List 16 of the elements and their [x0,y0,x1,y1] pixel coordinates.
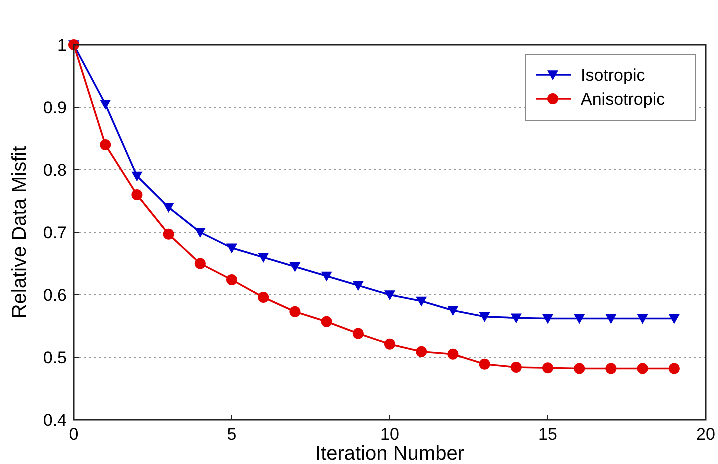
y-tick-label: 1 [58,36,67,55]
y-tick-label: 0.8 [43,161,67,180]
y-tick-label: 0.9 [43,98,67,118]
y-tick-label: 0.5 [43,348,67,368]
y-axis-title: Relative Data Misfit [9,146,31,319]
x-tick-label: 10 [380,425,400,444]
y-tick-label: 0.4 [43,411,67,430]
legend-label: Anisotropic [581,90,666,109]
x-tick-label: 0 [69,425,79,444]
x-tick-label: 20 [696,425,716,444]
legend-label: Isotropic [581,66,646,85]
y-tick-label: 0.7 [43,224,67,242]
x-axis-title: Iteration Number [316,443,465,464]
x-tick-label: 15 [538,425,558,444]
x-tick-label: 5 [227,425,237,444]
y-tick-label: 0.6 [43,286,67,305]
